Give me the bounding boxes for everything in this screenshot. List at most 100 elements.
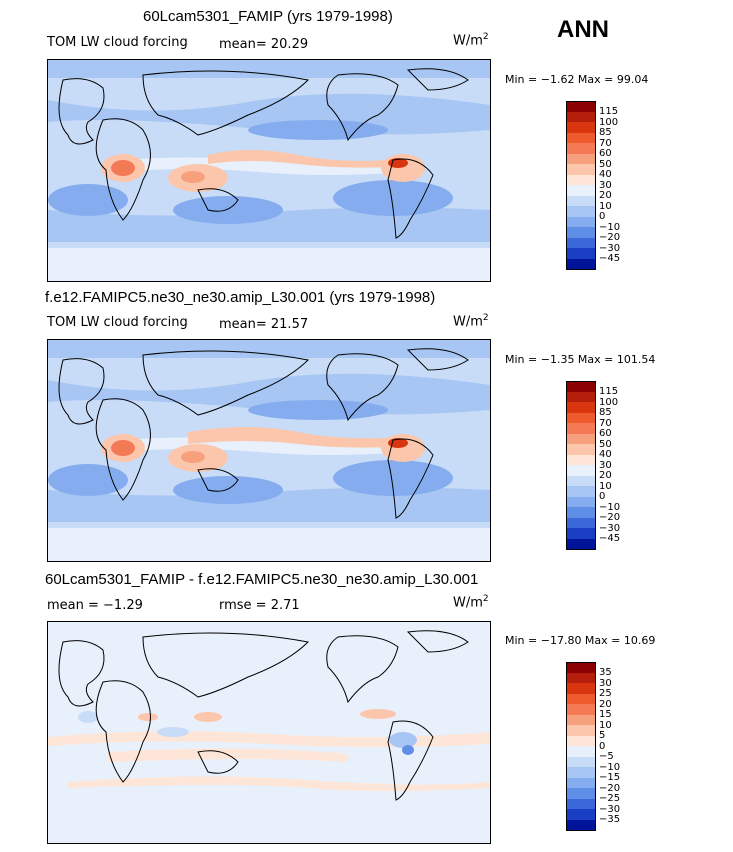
panel-1-minmax: Min = −1.62 Max = 99.04: [505, 73, 649, 86]
colorbar-swatch: [566, 132, 596, 143]
colorbar-tick-label: 15: [599, 709, 612, 720]
panel-3-mean: mean = −1.29: [47, 598, 143, 613]
colorbar-swatch: [566, 185, 596, 196]
colorbar-swatch: [566, 714, 596, 725]
colorbar-tick-label: 30: [599, 179, 612, 191]
panel-1-map-svg: [48, 60, 490, 281]
colorbar-tick-label: 115: [599, 386, 619, 397]
colorbar-tick-label: 115: [599, 106, 619, 117]
panel-2-units: W/m2: [453, 313, 489, 330]
colorbar-tick-label: −10: [599, 501, 621, 513]
colorbar-tick-label: 60: [599, 148, 612, 159]
colorbar-swatch: [566, 153, 596, 164]
colorbar-tick-label: 10: [599, 719, 612, 731]
colorbar-swatch: [566, 777, 596, 788]
panel-2-title: f.e12.FAMIPC5.ne30_ne30.amip_L30.001 (yr…: [45, 289, 436, 306]
colorbar-swatch: [566, 662, 596, 674]
colorbar-swatch: [566, 248, 596, 259]
colorbar-swatch: [566, 746, 596, 757]
colorbar-swatch: [566, 496, 596, 507]
colorbar-tick-label: 60: [599, 428, 612, 439]
panel-3-colorbar: 35 30 25 20 15 10 5 0 −5 −10 −15 −20 −25…: [566, 662, 646, 838]
colorbar-swatch: [566, 767, 596, 778]
colorbar-tick-label: 100: [599, 116, 619, 128]
colorbar-swatch: [566, 237, 596, 248]
panel-3-units: W/m2: [453, 594, 489, 611]
colorbar-tick-label: 0: [599, 491, 606, 502]
colorbar-tick-label: 70: [599, 417, 612, 429]
colorbar-tick-label: 100: [599, 396, 619, 408]
colorbar-swatch: [566, 174, 596, 185]
panel-1-title: 60Lcam5301_FAMIP (yrs 1979-1998): [143, 8, 393, 25]
colorbar-swatch: [566, 507, 596, 518]
colorbar-swatch: [566, 672, 596, 683]
colorbar-swatch: [566, 164, 596, 175]
colorbar-swatch: [566, 693, 596, 704]
colorbar-swatch: [566, 517, 596, 528]
colorbar-tick-label: −45: [599, 533, 621, 544]
colorbar-swatch: [566, 454, 596, 465]
colorbar-swatch: [566, 101, 596, 113]
colorbar-swatch: [566, 683, 596, 694]
panel-2-colorbar: 115 100 85 70 60 50 40 30 20 10 0 −10 −2…: [566, 381, 646, 557]
colorbar-swatch: [566, 704, 596, 715]
colorbar-swatch: [566, 143, 596, 154]
colorbar-swatch: [566, 412, 596, 423]
colorbar-swatch: [566, 216, 596, 227]
colorbar-swatch: [566, 227, 596, 238]
colorbar-tick-label: 70: [599, 137, 612, 149]
colorbar-swatch: [566, 819, 596, 831]
colorbar-tick-label: −5: [599, 751, 614, 762]
colorbar-tick-label: −20: [599, 232, 621, 243]
panel-2-map: [47, 339, 491, 562]
colorbar-swatch: [566, 735, 596, 746]
colorbar-tick-label: −20: [599, 512, 621, 523]
colorbar-swatch: [566, 433, 596, 444]
colorbar-tick-label: 50: [599, 438, 612, 450]
colorbar-swatch: [566, 465, 596, 476]
colorbar-tick-label: 50: [599, 158, 612, 170]
colorbar-tick-label: −10: [599, 221, 621, 233]
colorbar-tick-label: 5: [599, 730, 606, 741]
colorbar-tick-label: 35: [599, 667, 612, 678]
panel-1-map: [47, 59, 491, 282]
colorbar-tick-label: 20: [599, 698, 612, 710]
colorbar-tick-label: −35: [599, 814, 621, 825]
colorbar-tick-label: 20: [599, 190, 612, 201]
colorbar-tick-label: −30: [599, 242, 621, 254]
panel-2-field-label: TOM LW cloud forcing: [47, 315, 188, 330]
colorbar-tick-label: −30: [599, 522, 621, 534]
colorbar-swatch: [566, 391, 596, 402]
colorbar-swatch: [566, 809, 596, 820]
colorbar-swatch: [566, 444, 596, 455]
colorbar-swatch: [566, 402, 596, 413]
panel-2-map-svg: [48, 340, 490, 561]
colorbar-tick-label: 0: [599, 211, 606, 222]
colorbar-swatch: [566, 111, 596, 122]
colorbar-tick-label: 30: [599, 459, 612, 471]
colorbar-tick-label: −45: [599, 253, 621, 264]
colorbar-tick-label: 10: [599, 200, 612, 212]
season-label: ANN: [557, 16, 609, 43]
panel-2-mean: mean= 21.57: [219, 317, 309, 332]
panel-3-rmse: rmse = 2.71: [219, 598, 300, 613]
colorbar-tick-label: 30: [599, 677, 612, 689]
colorbar-swatch: [566, 725, 596, 736]
panel-1-field-label: TOM LW cloud forcing: [47, 35, 188, 50]
panel-2-minmax: Min = −1.35 Max = 101.54: [505, 353, 656, 366]
colorbar-swatch: [566, 756, 596, 767]
colorbar-swatch: [566, 423, 596, 434]
panel-1-units: W/m2: [453, 32, 489, 49]
colorbar-swatch: [566, 798, 596, 809]
colorbar-swatch: [566, 475, 596, 486]
colorbar-swatch: [566, 195, 596, 206]
colorbar-swatch: [566, 528, 596, 539]
colorbar-tick-label: −30: [599, 803, 621, 815]
colorbar-swatch: [566, 381, 596, 393]
panel-3-map: [47, 621, 491, 844]
colorbar-tick-label: 85: [599, 127, 612, 138]
colorbar-swatch: [566, 206, 596, 217]
colorbar-swatch: [566, 122, 596, 133]
colorbar-swatch: [566, 258, 596, 270]
panel-3-map-svg: [48, 622, 490, 843]
